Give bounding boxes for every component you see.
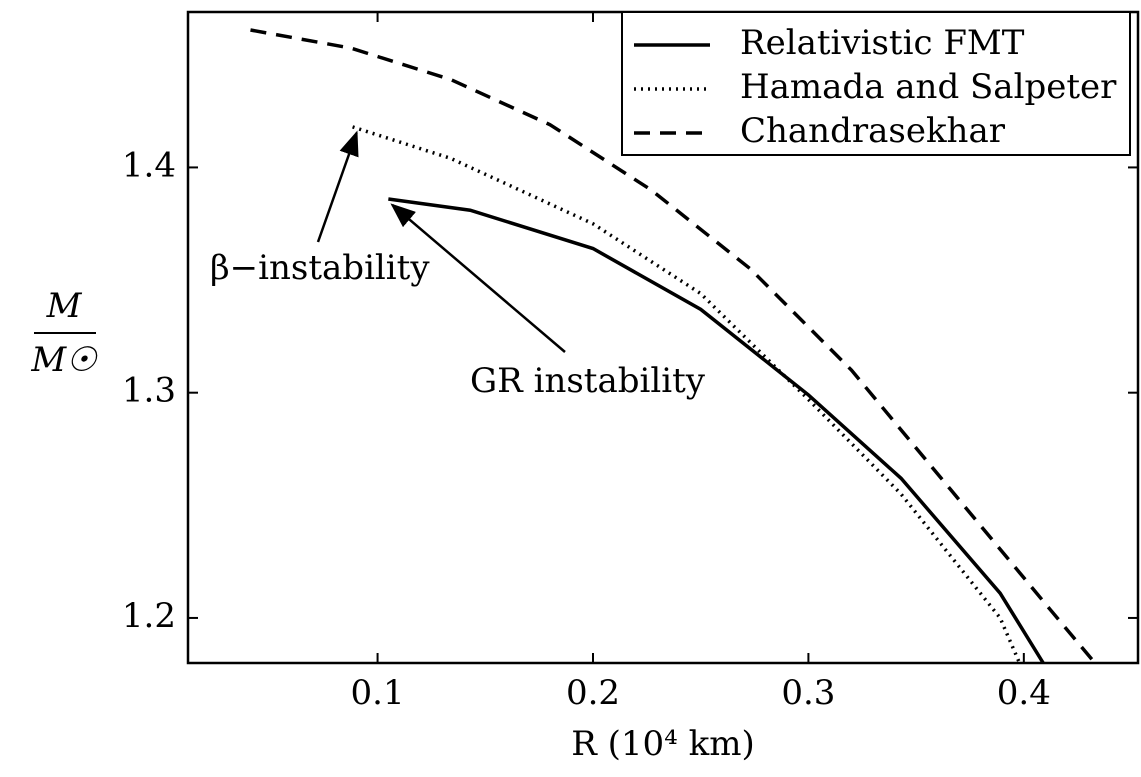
y-tick-label: 1.4 xyxy=(122,145,176,185)
annotation: β−instability xyxy=(210,248,430,288)
legend-label: Chandrasekhar xyxy=(740,111,1006,151)
x-tick-label: 0.3 xyxy=(781,673,835,713)
line xyxy=(352,125,1022,663)
legend-label: Hamada and Salpeter xyxy=(740,67,1117,107)
legend-label: Relativistic FMT xyxy=(740,23,1025,63)
x-tick-label: 0.1 xyxy=(351,673,405,713)
x-tick-label: 0.2 xyxy=(566,673,620,713)
y-axis-label-numerator: M xyxy=(46,286,83,326)
annotation-arrow xyxy=(390,203,566,353)
legend-box xyxy=(621,11,1131,156)
line xyxy=(250,28,1097,663)
annotation-arrow xyxy=(316,130,359,243)
y-tick-label: 1.2 xyxy=(122,596,176,636)
line xyxy=(388,197,1045,663)
y-tick-label: 1.3 xyxy=(122,371,176,411)
y-axis-label-denominator: M☉ xyxy=(30,340,98,380)
x-axis-label: R (10⁴ km) xyxy=(571,724,754,764)
x-tick-label: 0.4 xyxy=(997,673,1051,713)
annotation: GR instability xyxy=(470,361,706,401)
